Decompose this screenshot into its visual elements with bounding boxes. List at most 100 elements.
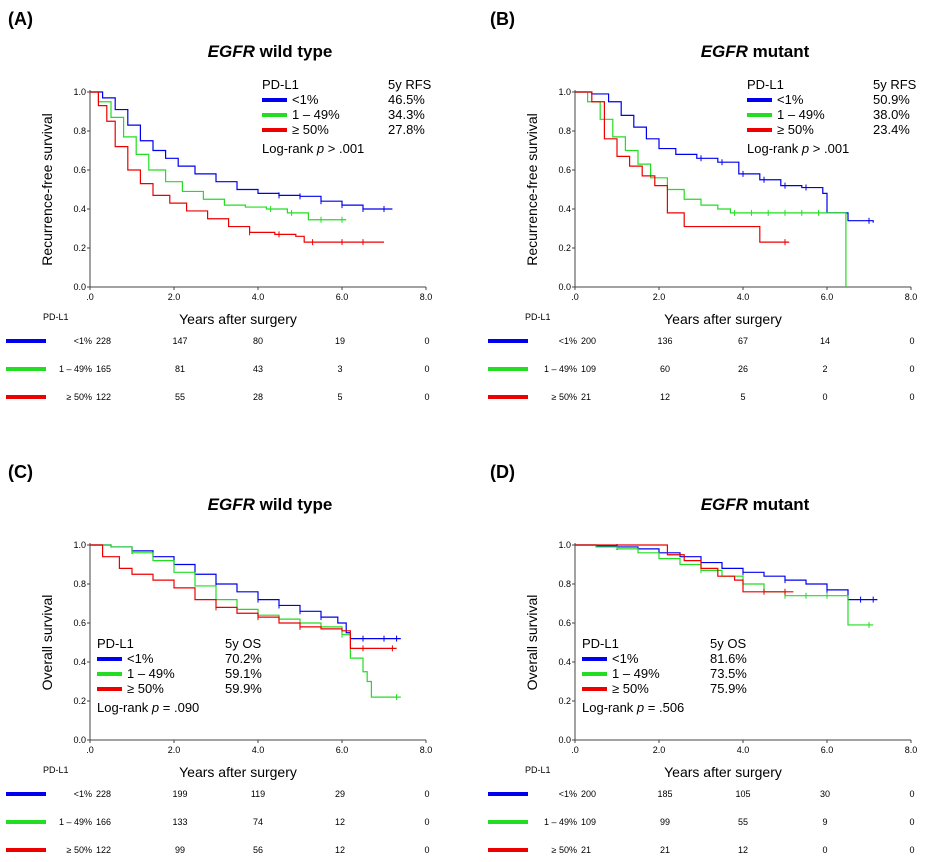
x-tick-label: 4.0: [252, 292, 265, 302]
x-axis-label: Years after surgery: [664, 764, 782, 780]
series-line-0: [575, 91, 874, 223]
series-line-2: [90, 91, 384, 243]
legend-header: PD-L1: [262, 77, 299, 92]
risk-cell: 28: [253, 392, 263, 402]
x-tick-label: 2.0: [168, 745, 181, 755]
risk-cell: 0: [909, 364, 914, 374]
legend-value: 27.8%: [388, 122, 425, 137]
y-tick-label: 0.2: [73, 696, 86, 706]
risk-cell: 9: [822, 817, 827, 827]
x-tick-label: .0: [86, 292, 94, 302]
legend-header: PD-L1: [747, 77, 784, 92]
x-tick-label: 6.0: [336, 292, 349, 302]
x-axis-label: Years after surgery: [664, 311, 782, 327]
risk-row-label: <1%: [74, 336, 92, 346]
risk-cell: 12: [660, 392, 670, 402]
logrank-prefix: Log-rank: [747, 141, 802, 156]
logrank-value: > .001: [809, 141, 849, 156]
chart-title-rest: wild type: [255, 495, 332, 514]
risk-cell: 12: [335, 845, 345, 855]
y-tick-label: 0.4: [73, 657, 86, 667]
risk-cell: 109: [581, 817, 596, 827]
x-tick-label: 6.0: [336, 745, 349, 755]
legend-value: 70.2%: [225, 651, 262, 666]
risk-row-label: <1%: [559, 789, 577, 799]
risk-cell: 12: [738, 845, 748, 855]
risk-cell: 166: [96, 817, 111, 827]
risk-cell: 122: [96, 392, 111, 402]
risk-cell: 0: [424, 817, 429, 827]
logrank-p: p: [801, 141, 809, 156]
y-axis-label: Recurrence-free survival: [39, 113, 55, 266]
series-line-2: [90, 544, 397, 649]
risk-row-label: 1 – 49%: [544, 364, 577, 374]
risk-cell: 0: [424, 845, 429, 855]
legend-header: PD-L1: [97, 636, 134, 651]
legend-label: 1 – 49%: [127, 666, 175, 681]
risk-cell: 21: [660, 845, 670, 855]
legend-value: 81.6%: [710, 651, 747, 666]
y-tick-label: 0.8: [73, 579, 86, 589]
logrank-text: Log-rank p > .001: [747, 141, 849, 156]
legend-label: <1%: [292, 92, 319, 107]
legend-label: ≥ 50%: [127, 681, 164, 696]
risk-cell: 0: [909, 392, 914, 402]
y-tick-label: 1.0: [558, 87, 571, 97]
risk-cell: 185: [657, 789, 672, 799]
risk-cell: 147: [172, 336, 187, 346]
risk-cell: 14: [820, 336, 830, 346]
legend-value: 34.3%: [388, 107, 425, 122]
legend-label: 1 – 49%: [777, 107, 825, 122]
risk-cell: 26: [738, 364, 748, 374]
logrank-p: p: [316, 141, 324, 156]
risk-cell: 105: [735, 789, 750, 799]
legend-label: ≥ 50%: [612, 681, 649, 696]
legend-label: 1 – 49%: [612, 666, 660, 681]
legend-value: 59.9%: [225, 681, 262, 696]
y-tick-label: 0.0: [73, 735, 86, 745]
legend-label: <1%: [127, 651, 154, 666]
x-tick-label: 2.0: [653, 745, 666, 755]
risk-cell: 19: [335, 336, 345, 346]
risk-cell: 21: [581, 392, 591, 402]
risk-cell: 74: [253, 817, 263, 827]
risk-cell: 21: [581, 845, 591, 855]
x-tick-label: 4.0: [737, 745, 750, 755]
chart-panel-a: (A) EGFR wild type 0.0 0.2 0.4 0.6 0.8 1.0 .0 2.0…: [6, 9, 432, 402]
risk-cell: 30: [820, 789, 830, 799]
series-line-1: [90, 544, 401, 698]
chart-title: EGFR wild type: [208, 495, 333, 514]
risk-cell: 0: [424, 364, 429, 374]
chart-title-rest: mutant: [748, 495, 810, 514]
risk-cell: 3: [337, 364, 342, 374]
risk-table-header: PD-L1: [525, 312, 551, 322]
risk-cell: 0: [424, 392, 429, 402]
series-line-1: [575, 544, 874, 626]
chart-title-italic: EGFR: [701, 495, 749, 514]
logrank-text: Log-rank p = .090: [97, 700, 199, 715]
legend-value: 46.5%: [388, 92, 425, 107]
x-axis-label: Years after surgery: [179, 311, 297, 327]
risk-row-label: <1%: [74, 789, 92, 799]
y-tick-label: 0.8: [558, 126, 571, 136]
logrank-p: p: [636, 700, 644, 715]
risk-cell: 0: [424, 789, 429, 799]
risk-row-label: ≥ 50%: [67, 392, 92, 402]
chart-panel-d: (D) EGFR mutant 0.0 0.2 0.4 0.6 0.8 1.0 .0 2.0 4.0…: [488, 462, 917, 855]
risk-cell: 56: [253, 845, 263, 855]
legend-stat-header: 5y OS: [710, 636, 746, 651]
risk-row-label: 1 – 49%: [59, 817, 92, 827]
risk-table-header: PD-L1: [43, 312, 69, 322]
x-tick-label: 4.0: [252, 745, 265, 755]
risk-cell: 228: [96, 789, 111, 799]
y-tick-label: 1.0: [558, 540, 571, 550]
x-tick-label: .0: [86, 745, 94, 755]
y-axis-label: Overall survival: [524, 595, 540, 691]
risk-cell: 200: [581, 336, 596, 346]
legend-label: <1%: [612, 651, 639, 666]
risk-cell: 55: [175, 392, 185, 402]
y-tick-label: 0.6: [73, 618, 86, 628]
panel-label: (B): [490, 9, 515, 29]
risk-cell: 5: [740, 392, 745, 402]
